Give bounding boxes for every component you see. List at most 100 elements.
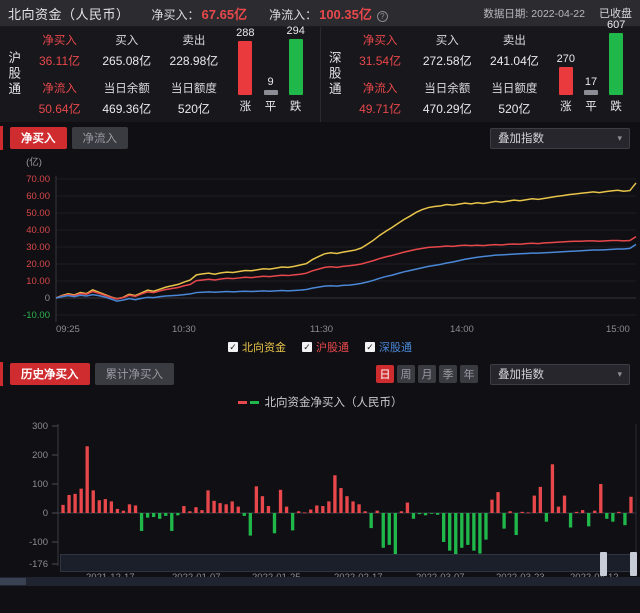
up-bar <box>558 67 573 95</box>
bar <box>399 511 404 513</box>
stat-label: 当日额度 <box>170 82 217 95</box>
period-quarter[interactable]: 季 <box>439 365 457 383</box>
bar <box>435 513 440 515</box>
bar <box>236 506 240 513</box>
period-month[interactable]: 月 <box>418 365 436 383</box>
panel-label-shenzhen: 深股通 <box>326 51 341 98</box>
bar <box>97 500 101 513</box>
svg-text:0: 0 <box>43 508 48 519</box>
updown-bars-shanghai: 288 涨 9 平 294 跌 <box>228 25 320 122</box>
question-circle-icon[interactable]: ? <box>376 11 388 22</box>
svg-text:60.00: 60.00 <box>26 191 50 202</box>
bar <box>448 513 452 551</box>
checkbox-checked-icon[interactable]: ✓ <box>228 341 238 352</box>
history-overlay-index-dropdown[interactable]: 叠加指数 ▾ <box>490 363 630 385</box>
svg-text:300: 300 <box>32 421 48 432</box>
bar <box>121 510 126 513</box>
bar <box>67 495 71 513</box>
svg-text:70.00: 70.00 <box>26 174 50 185</box>
stat-label: 卖出 <box>502 35 526 48</box>
svg-text:-176: -176 <box>29 559 48 570</box>
bar <box>472 513 476 551</box>
bar <box>109 501 114 513</box>
line-series-沪股通 <box>55 235 637 300</box>
period-week[interactable]: 周 <box>397 365 415 383</box>
bar <box>351 501 355 513</box>
bar <box>315 505 319 513</box>
svg-text:09:25: 09:25 <box>56 324 80 335</box>
stat-value: 31.54亿 <box>359 54 402 69</box>
stat-label: 当日余额 <box>103 82 150 95</box>
history-toolbar: 历史净买入 累计净买入 日 周 月 季 年 叠加指数 ▾ <box>0 358 640 390</box>
legend-item-shanghai[interactable]: ✓ 沪股通 <box>302 339 349 355</box>
legend-item-northbound[interactable]: ✓ 北向资金 <box>228 339 286 355</box>
bar <box>514 513 518 536</box>
bar <box>73 493 77 513</box>
panel-shanghai-connect: 沪股通 净买入 36.11亿 买入 265.08亿 卖出 228.98亿 净流入… <box>0 25 320 123</box>
page-title: 北向资金（人民币） <box>8 6 130 22</box>
bar <box>580 510 585 513</box>
tab-net-buy[interactable]: 净买入 <box>10 127 67 149</box>
header-right: 数据日期: 2022-04-22 已收盘 <box>483 5 632 21</box>
tab-net-inflow[interactable]: 净流入 <box>71 127 128 149</box>
y-axis-labels: 300 200 100 0 -100 -176 <box>29 421 48 570</box>
panel-shenzhen-connect: 深股通 净买入 31.54亿 买入 272.58亿 卖出 241.04亿 净流入… <box>319 19 640 122</box>
bar <box>327 501 331 513</box>
tab-history-net-buy[interactable]: 历史净买入 <box>10 363 90 385</box>
line-series-深股通 <box>55 243 637 302</box>
bar <box>550 464 555 513</box>
down-label: 跌 <box>289 101 302 113</box>
bar <box>508 511 512 513</box>
bar <box>61 504 65 513</box>
bar <box>466 513 470 545</box>
bar <box>212 500 216 513</box>
checkbox-checked-icon[interactable]: ✓ <box>365 341 375 352</box>
history-section: 历史净买入 累计净买入 日 周 月 季 年 叠加指数 ▾ 北向资金净买入（人民币… <box>0 358 640 586</box>
svg-text:11:30: 11:30 <box>310 324 333 335</box>
bar <box>526 512 530 514</box>
bar <box>218 503 222 513</box>
stat-value: 49.71亿 <box>359 101 402 116</box>
stat-label: 买入 <box>435 35 459 48</box>
period-year[interactable]: 年 <box>460 365 478 383</box>
horizontal-scrollbar-thumb[interactable] <box>0 578 26 585</box>
zoom-handle-left-visible[interactable] <box>600 552 607 576</box>
intraday-overlay-index-dropdown[interactable]: 叠加指数 ▾ <box>490 127 630 149</box>
page-header: 北向资金（人民币） 净买入： 67.65亿 净流入： 100.35亿 ? 数据日… <box>0 0 640 27</box>
up-label: 涨 <box>239 101 252 113</box>
down-bar <box>609 33 624 95</box>
bar <box>538 486 543 513</box>
bar <box>568 513 573 528</box>
legend-label: 沪股通 <box>316 342 349 354</box>
tab-cumulative-net-buy[interactable]: 累计净买入 <box>94 363 174 385</box>
panel-cells-shenzhen: 净买入 31.54亿 买入 272.58亿 卖出 241.04亿 净流入 49.… <box>347 27 549 122</box>
legend-item-shenzhen[interactable]: ✓ 深股通 <box>365 339 412 355</box>
x-axis-labels: 09:25 10:30 11:30 14:00 15:00 <box>56 324 630 335</box>
zoom-handle-right[interactable] <box>630 552 637 576</box>
horizontal-scrollbar-track[interactable] <box>0 577 640 586</box>
net-buy-group: 净买入： 67.65亿 <box>152 4 248 23</box>
checkbox-checked-icon[interactable]: ✓ <box>302 341 312 352</box>
flat-bar <box>263 90 278 95</box>
bar <box>574 511 579 513</box>
data-date-value: 2022-04-22 <box>531 8 585 20</box>
bar <box>103 499 107 513</box>
bar <box>429 513 434 514</box>
stat-cell: 卖出 228.98亿 <box>160 27 227 75</box>
bar <box>79 488 83 513</box>
bar <box>151 513 156 518</box>
flat-label: 平 <box>264 101 277 113</box>
intraday-series-paths <box>55 182 637 302</box>
period-day[interactable]: 日 <box>376 365 394 383</box>
stat-cell: 净流入 50.64亿 <box>26 75 93 123</box>
flat-label: 平 <box>585 101 597 113</box>
updown-flat: 17 平 <box>584 76 598 114</box>
data-zoom-slider[interactable] <box>60 552 637 576</box>
bar <box>170 513 174 531</box>
updown-bars-shenzhen: 270 涨 17 平 607 跌 <box>548 19 640 122</box>
stat-value: 50.64亿 <box>38 101 81 116</box>
svg-text:10:30: 10:30 <box>172 324 196 335</box>
bar <box>333 475 337 513</box>
stat-cell: 当日余额 469.36亿 <box>93 75 160 123</box>
bar <box>617 511 621 513</box>
